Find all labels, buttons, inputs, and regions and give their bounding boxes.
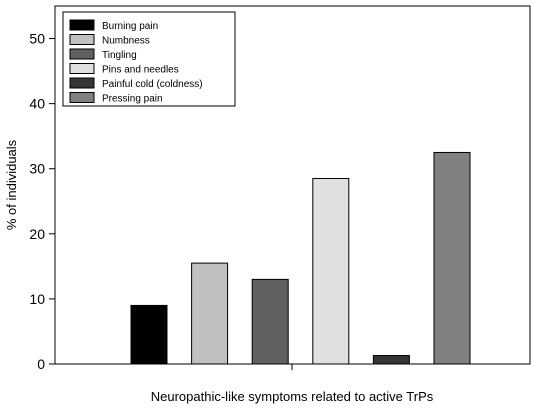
y-tick-label: 50 [29, 31, 45, 47]
bar-pins-and-needles [312, 177, 350, 365]
bar-burning-pain [130, 304, 168, 365]
y-tick-label: 40 [29, 96, 45, 112]
legend-label: Tingling [102, 50, 137, 61]
bar-painful-cold-coldness [372, 355, 410, 365]
legend-label: Numbness [102, 36, 150, 47]
bar-numbness [191, 262, 229, 365]
legend-swatch [69, 92, 95, 103]
legend-swatch [69, 48, 95, 60]
y-tick-label: 0 [37, 356, 45, 372]
legend-swatch [69, 34, 95, 45]
y-tick-label: 10 [29, 291, 45, 307]
bar-tingling [251, 278, 289, 365]
bar-pressing-pain [433, 151, 471, 365]
bars [130, 151, 471, 365]
x-axis-title: Neuropathic-like symptoms related to act… [151, 389, 434, 404]
y-axis: 0 10 20 30 40 50 [29, 31, 55, 372]
legend-swatch [69, 77, 95, 89]
legend-swatch [69, 63, 95, 74]
legend-label: Pins and needles [102, 65, 179, 76]
legend-label: Pressing pain [102, 94, 163, 105]
y-tick-label: 30 [29, 161, 45, 177]
legend: Burning pain Numbness Tingling Pins and nee… [62, 11, 236, 107]
legend-label: Burning pain [102, 21, 158, 32]
legend-swatch [69, 19, 95, 31]
y-axis-title: % of individuals [4, 139, 19, 230]
y-tick-label: 20 [29, 226, 45, 242]
legend-label: Painful cold (coldness) [102, 79, 203, 90]
